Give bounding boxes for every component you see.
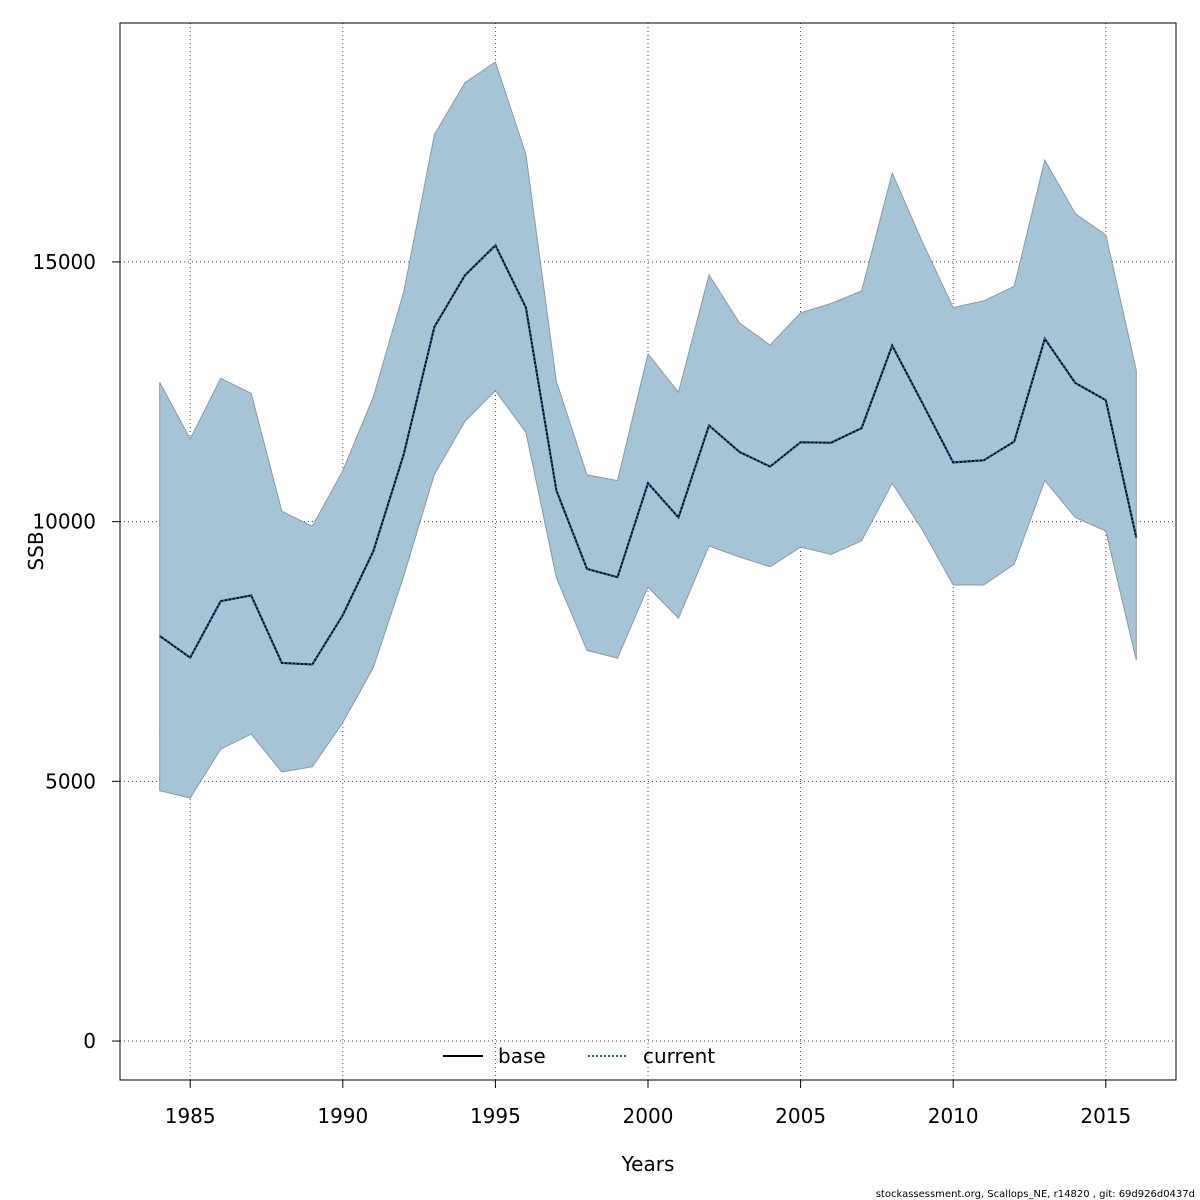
y-tick-label-10000: 10000 [32,510,96,534]
x-tick-label-2015: 2015 [1080,1104,1131,1128]
y-axis-title: SSB [24,531,48,570]
legend: base current [443,1044,715,1068]
x-tick-label-1990: 1990 [317,1104,368,1128]
legend-label-current: current [643,1044,715,1068]
y-tick-label-0: 0 [83,1029,96,1053]
footer-credit: stockassessment.org, Scallops_NE, r14820… [876,1189,1195,1200]
y-tick-label-15000: 15000 [32,250,96,274]
x-tick-label-2000: 2000 [623,1104,674,1128]
series-line-current [159,243,1138,666]
confidence-band-group [159,61,1137,799]
confidence-band [159,61,1137,799]
x-tick-label-1985: 1985 [165,1104,216,1128]
x-tick-label-2010: 2010 [928,1104,979,1128]
legend-label-base: base [498,1044,546,1068]
y-tick-label-5000: 5000 [45,769,96,793]
x-tick-label-2005: 2005 [775,1104,826,1128]
y-axis-ticks: 0 5000 10000 15000 [32,250,120,1053]
x-axis-ticks: 1985 1990 1995 2000 2005 2010 2015 [165,1080,1131,1128]
x-axis-title: Years [621,1152,675,1176]
x-tick-label-1995: 1995 [470,1104,521,1128]
series-lines-group [159,243,1138,666]
